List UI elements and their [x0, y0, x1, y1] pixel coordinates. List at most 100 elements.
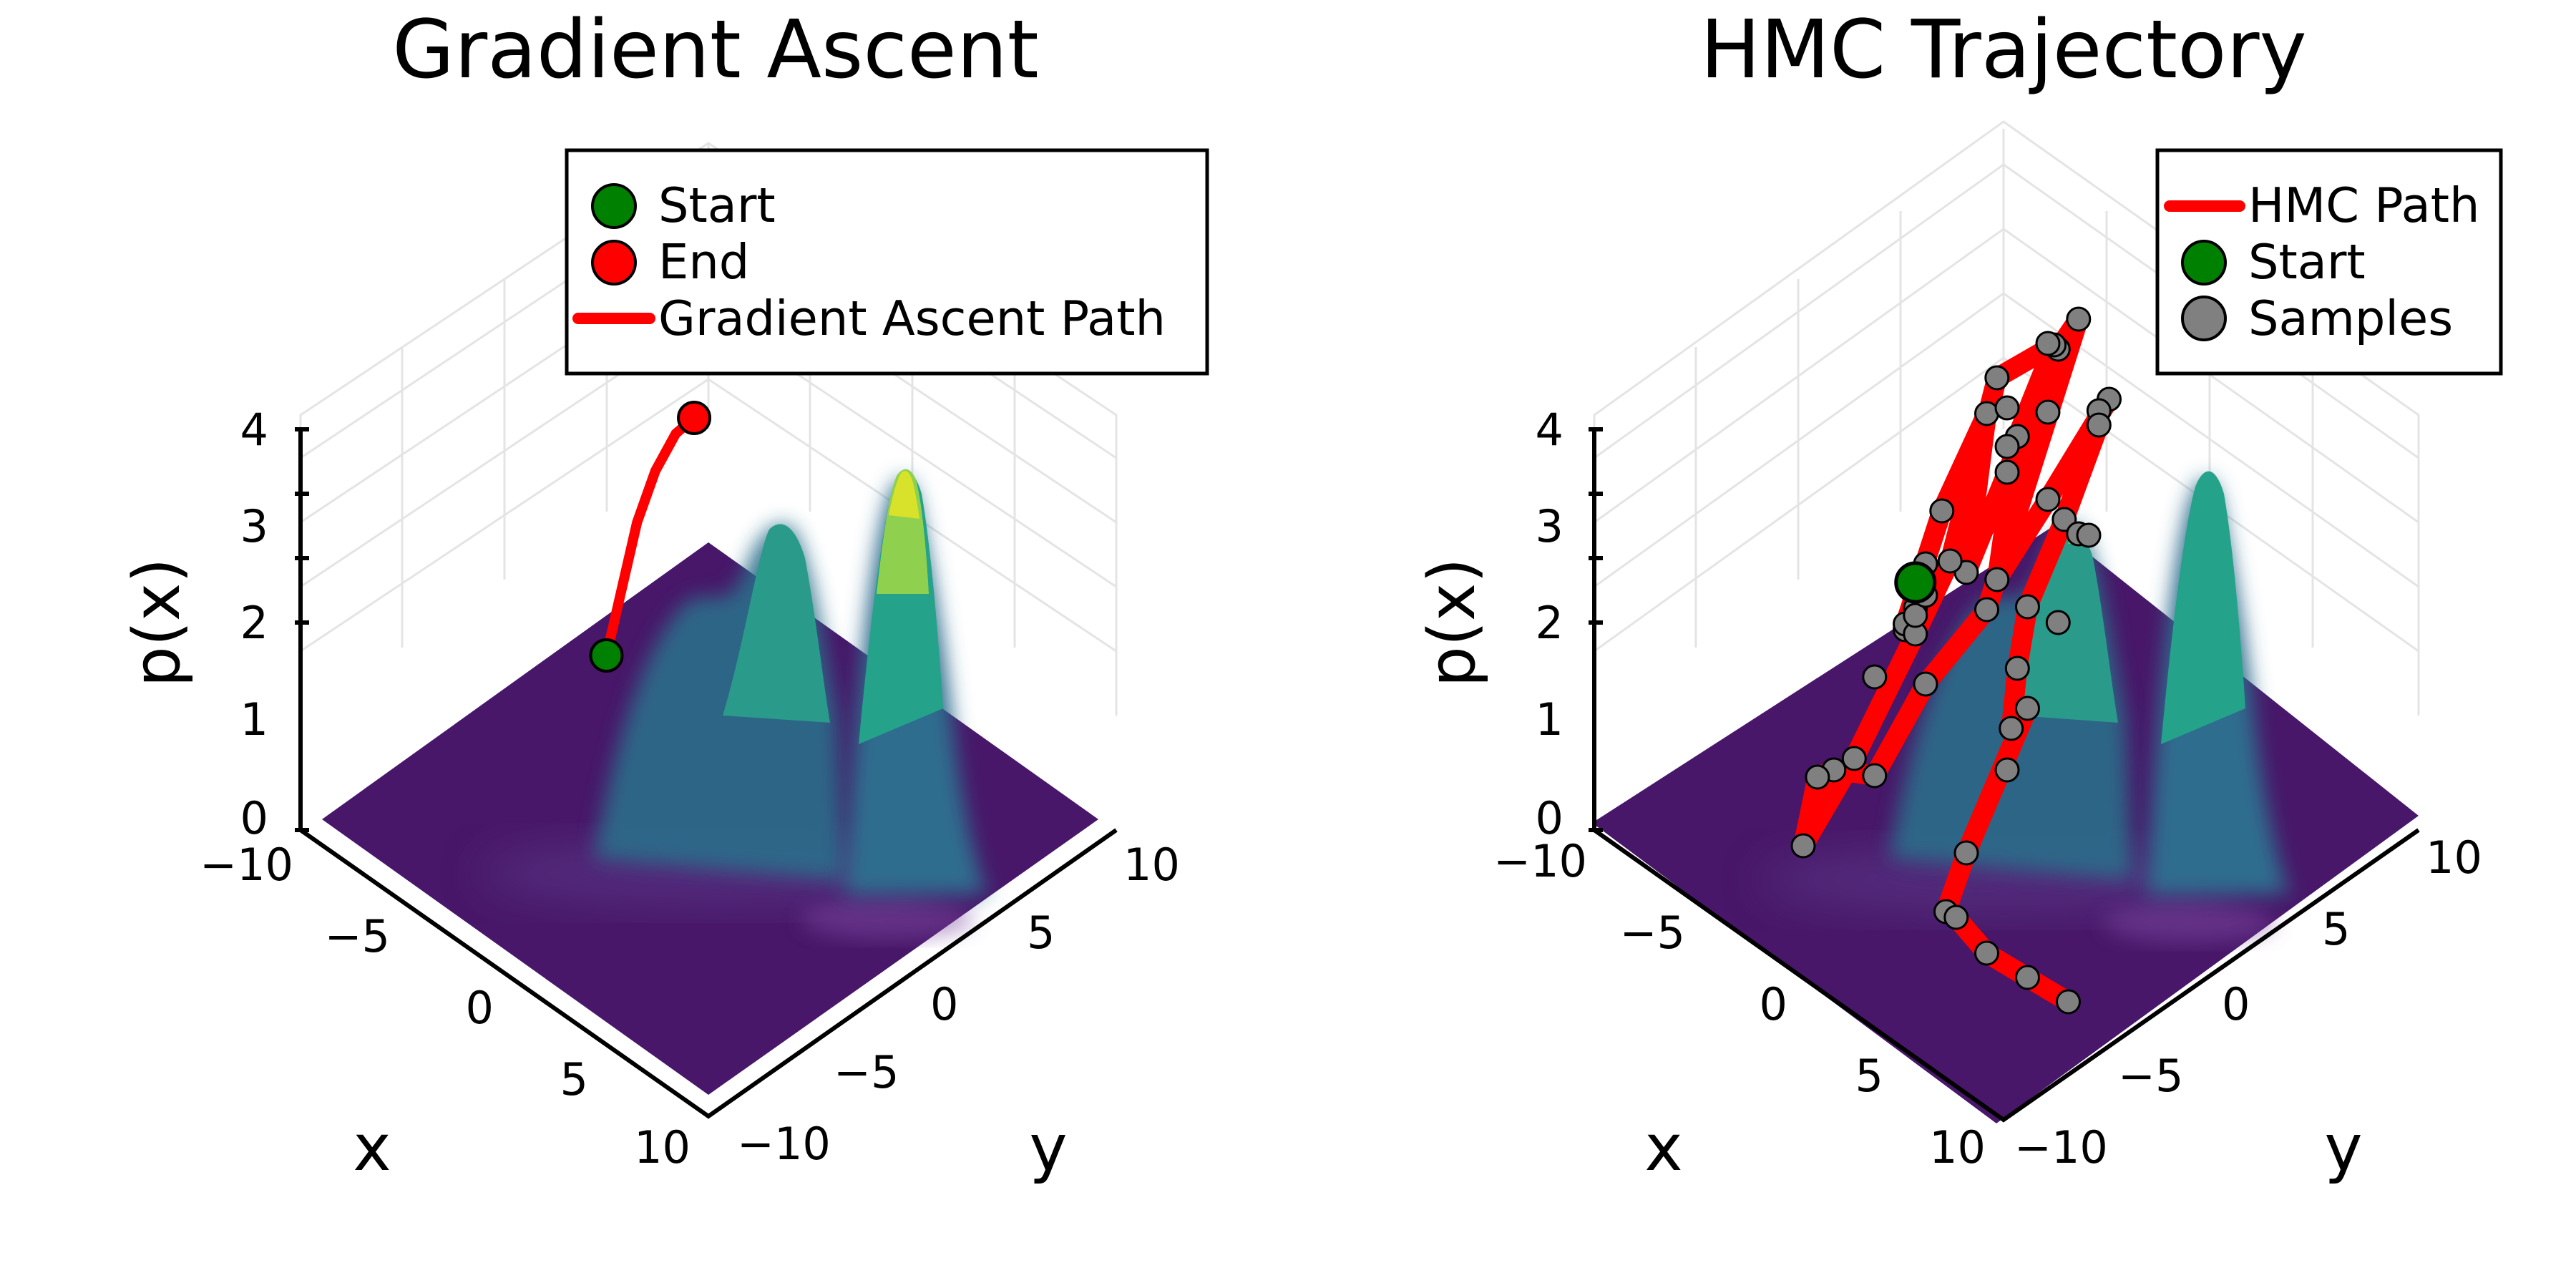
z-tick-label: 4: [240, 404, 268, 456]
legend-label-path: Gradient Ascent Path: [658, 291, 1166, 346]
sample-point: [1953, 840, 1979, 866]
end-marker: [677, 401, 712, 435]
z-tick-label: 3: [240, 500, 268, 552]
z-tick-label: 3: [1536, 500, 1563, 552]
chart-title: Gradient Ascent: [392, 4, 1038, 97]
x-tick-label: 10: [1929, 1121, 1986, 1174]
sample-point: [2086, 412, 2112, 438]
sample-point: [1974, 940, 1999, 966]
z-tick-label: 2: [1536, 597, 1563, 649]
x-tick-label: 0: [466, 982, 494, 1034]
x-tick-label: −5: [1620, 907, 1685, 959]
x-tick-label: −10: [1493, 835, 1587, 887]
sample-point: [2015, 594, 2040, 620]
sample-point: [2066, 306, 2092, 332]
surface-peaks: [594, 469, 987, 894]
x-tick-label: −5: [325, 910, 390, 962]
y-tick-label: 10: [2426, 831, 2482, 884]
legend-marker-start: [591, 183, 637, 229]
x-axis-label: x: [353, 1111, 391, 1186]
sample-point: [2076, 522, 2102, 548]
x-tick-label: 5: [1855, 1050, 1883, 1102]
y-tick-label: 10: [1123, 839, 1180, 891]
sample-point: [1999, 716, 2024, 741]
samples: [1790, 306, 2122, 1015]
x-ticks: −10 −5 0 5 10: [1493, 835, 1986, 1174]
sample-point: [2015, 696, 2040, 721]
x-tick-label: 5: [560, 1053, 588, 1106]
x-tick-label: −10: [200, 839, 293, 891]
z-tick-label: 1: [1536, 693, 1563, 746]
sample-point: [1929, 498, 1955, 524]
y-tick-label: −5: [2118, 1050, 2183, 1102]
x-axis-label: x: [1644, 1111, 1682, 1186]
legend-label-samples: Samples: [2248, 291, 2453, 346]
start-marker: [589, 638, 624, 673]
legend: Start End Gradient Ascent Path: [565, 148, 1209, 376]
legend-label-start: Start: [658, 177, 776, 233]
legend-marker-end: [591, 240, 637, 286]
sample-point: [2056, 989, 2081, 1015]
z-ticks: 4 3 2 1 0: [240, 404, 268, 844]
z-tick-label: 4: [1536, 404, 1563, 456]
z-tick-label: 0: [240, 792, 268, 844]
legend-marker-samples: [2181, 296, 2227, 341]
sample-point: [2004, 655, 2030, 681]
y-ticks: −10 −5 0 5 10: [2014, 831, 2482, 1174]
sample-point: [1974, 401, 1999, 426]
sample-point: [1913, 671, 1938, 697]
x-tick-label: 10: [634, 1121, 691, 1174]
sample-point: [1903, 602, 1928, 628]
sample-point: [1974, 597, 1999, 623]
y-tick-label: 5: [1027, 907, 1055, 959]
y-tick-label: 0: [930, 978, 958, 1030]
chart-title: HMC Trajectory: [1700, 4, 2307, 97]
z-ticks: 4 3 2 1 0: [1536, 404, 1563, 844]
hmc-trajectory-panel: HMC Trajectory: [1415, 4, 2503, 1186]
sample-point: [1984, 365, 2010, 391]
y-axis-label: y: [1029, 1111, 1067, 1186]
legend-box: [565, 148, 1209, 376]
y-tick-label: −10: [2014, 1121, 2108, 1174]
sample-point: [2035, 331, 2061, 356]
z-axis-label: p(x): [1415, 558, 1490, 688]
y-ticks: −10 −5 0 5 10: [737, 839, 1180, 1170]
z-tick-label: 0: [1536, 792, 1563, 844]
z-axis-label: p(x): [119, 558, 195, 688]
sample-point: [2035, 399, 2061, 425]
sample-point: [1994, 757, 2020, 783]
y-tick-label: 5: [2322, 903, 2350, 955]
legend-label-path: HMC Path: [2248, 177, 2479, 233]
legend-label-start: Start: [2248, 234, 2366, 290]
sample-point: [1943, 904, 1969, 930]
sample-point: [1994, 459, 2020, 485]
x-tick-label: 0: [1760, 978, 1787, 1030]
sample-point: [1937, 548, 1963, 574]
legend: HMC Path Start Samples: [2155, 148, 2503, 376]
sample-point: [1984, 567, 2010, 592]
legend-label-end: End: [658, 234, 749, 290]
x-ticks: −10 −5 0 5 10: [200, 839, 691, 1174]
y-axis-label: y: [2324, 1111, 2362, 1186]
sample-point: [1862, 664, 1888, 690]
sample-point: [2035, 487, 2061, 512]
gradient-ascent-panel: Gradient Ascent: [119, 4, 1209, 1186]
start-marker: [1894, 561, 1937, 604]
y-tick-label: −10: [737, 1118, 831, 1170]
sample-point: [1805, 764, 1830, 790]
sample-point: [1862, 763, 1888, 789]
legend-marker-start: [2181, 240, 2227, 286]
sample-point: [2015, 965, 2040, 990]
sample-point: [2045, 610, 2071, 635]
sample-point: [1994, 434, 2020, 459]
y-tick-label: 0: [2222, 978, 2250, 1030]
z-tick-label: 1: [240, 693, 268, 746]
sample-point: [1994, 395, 2020, 421]
sample-point: [1790, 833, 1816, 859]
axes: [1589, 427, 2420, 1123]
y-tick-label: −5: [834, 1046, 899, 1098]
z-tick-label: 2: [240, 597, 268, 649]
sample-point: [1841, 746, 1867, 771]
axes: [295, 427, 1118, 1119]
